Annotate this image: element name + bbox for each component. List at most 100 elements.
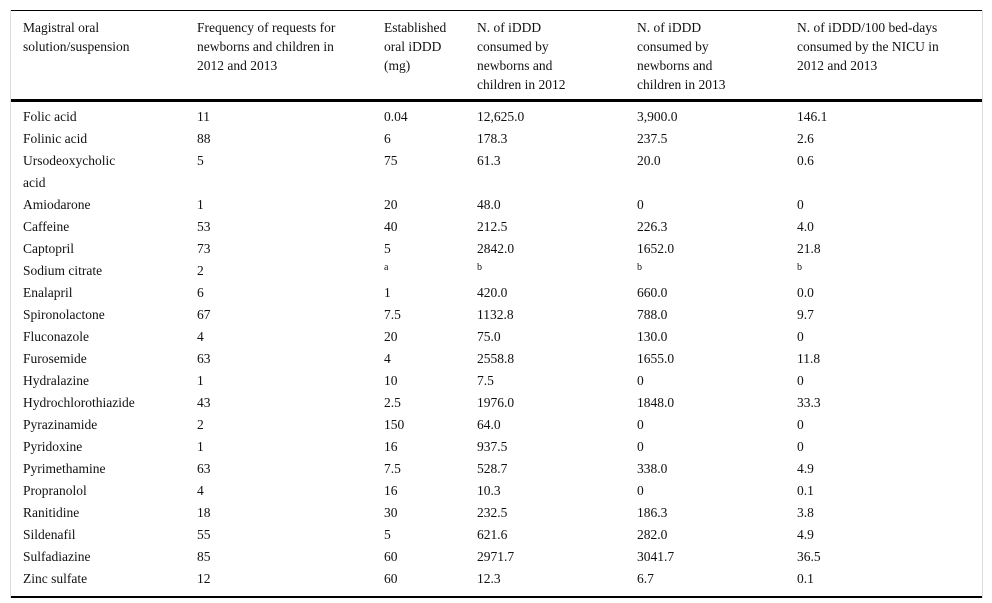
established-iddd-cell: 16: [384, 439, 398, 454]
established-iddd-cell: a: [384, 260, 477, 282]
iddd-2012-cell: 1132.8: [477, 307, 514, 322]
frequency-cell: 2: [197, 417, 204, 432]
iddd-per-100-bed-days-cell: 0.1: [797, 483, 814, 498]
table-row: Folic acid 11 0.04 12,625.0 3,900.0 146.1: [11, 101, 982, 129]
frequency-cell: 2: [197, 263, 204, 278]
table-row: Sildenafil 55 5 621.6 282.0 4.9: [11, 524, 982, 546]
iddd-2013-cell: 237.5: [637, 131, 668, 146]
table-row: Pyrimethamine 63 7.5 528.7 338.0 4.9: [11, 458, 982, 480]
table-row: Fluconazole 4 20 75.0 130.0 0: [11, 326, 982, 348]
table-row: Zinc sulfate 12 60 12.3 6.7 0.1: [11, 568, 982, 597]
iddd-per-100-bed-days-cell: 36.5: [797, 549, 821, 564]
iddd-per-100-bed-days-cell: 2.6: [797, 131, 814, 146]
iddd-per-100-bed-days-cell: 0.0: [797, 285, 814, 300]
iddd-2012-cell: 937.5: [477, 439, 508, 454]
drug-name-cell: Propranolol: [23, 483, 87, 498]
table-row: Folinic acid 88 6 178.3 237.5 2.6: [11, 128, 982, 150]
iddd-2012-cell: 61.3: [477, 153, 501, 168]
established-iddd-cell: 75: [384, 153, 398, 168]
drug-name-cell: Pyridoxine: [23, 439, 83, 454]
table-row: Pyrazinamide 2 150 64.0 0 0: [11, 414, 982, 436]
frequency-cell: 85: [197, 549, 211, 564]
iddd-per-100-bed-days-cell: 4.0: [797, 219, 814, 234]
column-header-iddd-per-100-bed-days: N. of iDDD/100 bed-days consumed by the …: [797, 20, 939, 73]
table-row: Sulfadiazine 85 60 2971.7 3041.7 36.5: [11, 546, 982, 568]
iddd-2013-cell: 338.0: [637, 461, 668, 476]
iddd-per-100-bed-days-cell: 0.6: [797, 153, 814, 168]
iddd-2012-cell: 528.7: [477, 461, 508, 476]
iddd-2013-cell: 660.0: [637, 285, 668, 300]
iddd-2012-cell: 2842.0: [477, 241, 515, 256]
established-iddd-cell: 5: [384, 241, 391, 256]
iddd-2013-cell: 788.0: [637, 307, 668, 322]
drug-name-cell: Ranitidine: [23, 505, 80, 520]
iddd-2012-cell: 48.0: [477, 197, 501, 212]
drug-name-cell: Hydrochlorothiazide: [23, 395, 135, 410]
table-row: Sodium citrate 2 a b b b: [11, 260, 982, 282]
iddd-2012-cell: b: [477, 260, 637, 282]
frequency-cell: 1: [197, 439, 204, 454]
iddd-2013-cell: 186.3: [637, 505, 668, 520]
table-row: Spironolactone 67 7.5 1132.8 788.0 9.7: [11, 304, 982, 326]
iddd-2012-cell: 2971.7: [477, 549, 515, 564]
iddd-2012-cell: 1976.0: [477, 395, 515, 410]
table-row: Amiodarone 1 20 48.0 0 0: [11, 194, 982, 216]
iddd-per-100-bed-days-cell: 21.8: [797, 241, 821, 256]
iddd-2012-cell: 75.0: [477, 329, 501, 344]
table-row: Propranolol 4 16 10.3 0 0.1: [11, 480, 982, 502]
drug-name-cell: Caffeine: [23, 219, 70, 234]
drug-name-cell: Spironolactone: [23, 307, 105, 322]
table-row: Ursodeoxycholic acid 5 75 61.3 20.0 0.6: [11, 150, 982, 194]
column-header-iddd-2013: N. of iDDD consumed by newborns and chil…: [637, 20, 726, 92]
frequency-cell: 11: [197, 109, 210, 124]
iddd-2013-cell: 1652.0: [637, 241, 675, 256]
iddd-per-100-bed-days-cell: 146.1: [797, 109, 828, 124]
drug-name-cell: Folic acid: [23, 109, 77, 124]
iddd-2013-cell: 0: [637, 197, 644, 212]
frequency-cell: 43: [197, 395, 211, 410]
frequency-cell: 1: [197, 197, 204, 212]
frequency-cell: 88: [197, 131, 211, 146]
iddd-per-100-bed-days-cell: 3.8: [797, 505, 814, 520]
drug-name-cell: Pyrazinamide: [23, 417, 98, 432]
drug-name-cell: Pyrimethamine: [23, 461, 106, 476]
frequency-cell: 63: [197, 351, 211, 366]
established-iddd-cell: 150: [384, 417, 405, 432]
iddd-2012-cell: 178.3: [477, 131, 508, 146]
iddd-per-100-bed-days-cell: 33.3: [797, 395, 821, 410]
footnote-marker: b: [797, 262, 802, 273]
frequency-cell: 63: [197, 461, 211, 476]
iddd-2012-cell: 12.3: [477, 571, 501, 586]
frequency-cell: 5: [197, 153, 204, 168]
established-iddd-cell: 16: [384, 483, 398, 498]
iddd-per-100-bed-days-cell: 11.8: [797, 351, 821, 366]
iddd-per-100-bed-days-cell: 0: [797, 197, 804, 212]
footnote-marker: b: [477, 262, 482, 273]
footnote-marker: b: [637, 262, 642, 273]
table-row: Enalapril 6 1 420.0 660.0 0.0: [11, 282, 982, 304]
frequency-cell: 53: [197, 219, 211, 234]
established-iddd-cell: 60: [384, 571, 398, 586]
drug-name-cell: Amiodarone: [23, 197, 91, 212]
drug-name-cell: Sulfadiazine: [23, 549, 91, 564]
iddd-2013-cell: b: [637, 260, 797, 282]
table-row: Pyridoxine 1 16 937.5 0 0: [11, 436, 982, 458]
drug-name-cell: Folinic acid: [23, 131, 88, 146]
iddd-2012-cell: 7.5: [477, 373, 494, 388]
frequency-cell: 12: [197, 571, 211, 586]
iddd-2013-cell: 1848.0: [637, 395, 675, 410]
established-iddd-cell: 1: [384, 285, 391, 300]
drug-name-cell: Sildenafil: [23, 527, 76, 542]
iddd-2012-cell: 420.0: [477, 285, 508, 300]
iddd-per-100-bed-days-cell: 0: [797, 439, 804, 454]
paper-table-region: Magistral oral solution/suspension Frequ…: [10, 10, 983, 598]
drug-name-cell: Furosemide: [23, 351, 87, 366]
iddd-2012-cell: 12,625.0: [477, 109, 525, 124]
iddd-2013-cell: 0: [637, 373, 644, 388]
established-iddd-cell: 20: [384, 197, 398, 212]
drug-name-cell: Fluconazole: [23, 329, 89, 344]
established-iddd-cell: 20: [384, 329, 398, 344]
iddd-per-100-bed-days-cell: 0: [797, 417, 804, 432]
frequency-cell: 55: [197, 527, 211, 542]
table-row: Hydrochlorothiazide 43 2.5 1976.0 1848.0 33.3: [11, 392, 982, 414]
